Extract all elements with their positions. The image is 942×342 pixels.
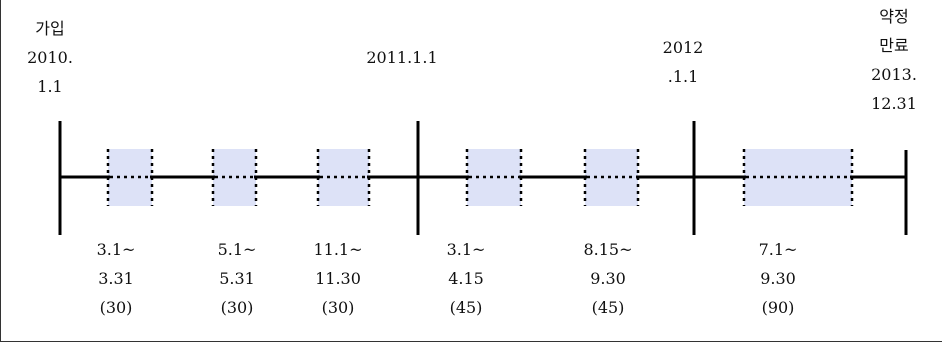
period-4-start: 3.1~ [446, 240, 486, 259]
milestone-join-line-1: 가입 [35, 19, 65, 38]
period-1-days: (30) [99, 298, 133, 317]
period-3-end: 11.30 [315, 269, 361, 288]
frame-left-border [0, 0, 1, 342]
period-6-start: 7.1~ [758, 240, 798, 259]
period-5-days: (45) [591, 298, 625, 317]
milestone-end-line-3: 2013. [871, 65, 917, 84]
period-6-end: 9.30 [760, 269, 796, 288]
milestone-end-line-2: 만료 [879, 36, 909, 55]
period-label-4: 3.1~ 4.15 (45) [430, 235, 502, 322]
milestone-label-2012: 2012 .1.1 [651, 33, 715, 91]
period-5-start: 8.15~ [583, 240, 633, 259]
period-1-end: 3.31 [98, 269, 134, 288]
period-label-2: 5.1~ 5.31 (30) [201, 235, 273, 322]
period-2-days: (30) [220, 298, 254, 317]
milestone-join-line-3: 1.1 [37, 77, 63, 96]
milestone-join-line-2: 2010. [27, 48, 73, 67]
period-1-start: 3.1~ [96, 240, 136, 259]
milestone-label-contract-end: 약정 만료 2013. 12.31 [860, 2, 928, 118]
period-4-days: (45) [449, 298, 483, 317]
period-4-end: 4.15 [448, 269, 484, 288]
milestone-label-join: 가입 2010. 1.1 [22, 14, 78, 101]
milestone-2012-line-2: .1.1 [667, 67, 699, 86]
period-label-5: 8.15~ 9.30 (45) [572, 235, 644, 322]
period-label-1: 3.1~ 3.31 (30) [80, 235, 152, 322]
period-3-days: (30) [321, 298, 355, 317]
period-label-6: 7.1~ 9.30 (90) [742, 235, 814, 322]
milestone-2012-line-1: 2012 [662, 38, 704, 57]
milestone-end-line-1: 약정 [879, 7, 909, 26]
milestone-2011-line-1: 2011.1.1 [366, 48, 438, 67]
period-label-3: 11.1~ 11.30 (30) [302, 235, 374, 322]
period-2-end: 5.31 [219, 269, 255, 288]
period-2-start: 5.1~ [217, 240, 257, 259]
milestone-end-line-4: 12.31 [871, 94, 917, 113]
period-5-end: 9.30 [590, 269, 626, 288]
milestone-label-2011: 2011.1.1 [352, 43, 452, 72]
period-6-days: (90) [761, 298, 795, 317]
period-3-start: 11.1~ [313, 240, 363, 259]
